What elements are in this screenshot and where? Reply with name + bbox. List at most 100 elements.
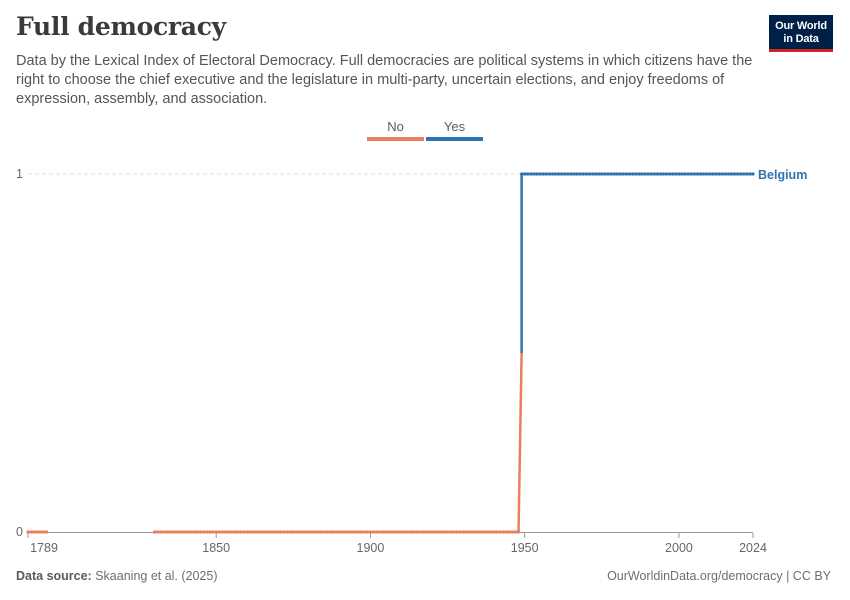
footer-url[interactable]: OurWorldinData.org/democracy | CC BY — [607, 569, 831, 583]
data-point-belgium-1996 — [665, 172, 669, 176]
data-point-belgium-1872 — [282, 530, 286, 534]
data-point-belgium-1972 — [590, 172, 595, 176]
data-source-link[interactable]: Skaaning et al. (2025) — [95, 569, 218, 583]
data-point-belgium-1832 — [159, 530, 163, 534]
data-point-belgium-1844 — [196, 530, 200, 534]
data-point-belgium-1849 — [211, 530, 215, 534]
data-point-belgium-1869 — [273, 530, 277, 534]
data-point-belgium-1885 — [322, 530, 326, 534]
data-point-belgium-1955 — [538, 172, 542, 176]
data-point-belgium-1902 — [375, 530, 379, 534]
data-point-belgium-2001 — [680, 172, 684, 176]
data-point-belgium-1918 — [424, 530, 428, 534]
data-point-belgium-1961 — [557, 172, 561, 176]
data-point-belgium-1913 — [408, 530, 413, 534]
data-point-belgium-1951 — [526, 172, 530, 176]
data-point-belgium-1912 — [405, 530, 410, 534]
data-point-belgium-1931 — [464, 530, 468, 534]
data-point-belgium-1847 — [205, 530, 209, 534]
data-point-belgium-1795 — [44, 530, 49, 534]
data-point-belgium-1966 — [572, 172, 576, 176]
data-point-belgium-1980 — [615, 172, 619, 176]
data-point-belgium-1790 — [29, 530, 33, 534]
data-point-belgium-1851 — [217, 530, 221, 534]
data-source: Data source: Skaaning et al. (2025) — [16, 569, 218, 583]
y-tick-label-1: 1 — [16, 167, 23, 181]
data-point-belgium-2012 — [714, 172, 718, 176]
x-tick-label-1900: 1900 — [357, 541, 385, 555]
data-point-belgium-2008 — [702, 172, 706, 176]
data-point-belgium-1866 — [263, 530, 268, 534]
data-point-belgium-1997 — [668, 172, 672, 176]
transition-no — [517, 352, 523, 533]
data-point-belgium-1990 — [646, 172, 650, 176]
data-point-belgium-1986 — [634, 172, 638, 176]
data-point-belgium-1937 — [482, 530, 487, 534]
data-point-belgium-1943 — [501, 530, 505, 534]
data-point-belgium-2002 — [683, 172, 687, 176]
data-point-belgium-1932 — [467, 530, 471, 534]
data-point-belgium-1965 — [569, 172, 573, 176]
data-point-belgium-2011 — [711, 172, 715, 176]
data-point-belgium-1881 — [310, 530, 314, 534]
data-point-belgium-2020 — [739, 172, 743, 176]
data-point-belgium-1791 — [32, 530, 36, 534]
data-point-belgium-1945 — [507, 530, 511, 534]
data-point-belgium-1920 — [430, 530, 434, 534]
data-point-belgium-1960 — [553, 172, 558, 176]
data-point-belgium-1994 — [658, 172, 663, 176]
data-point-belgium-1833 — [162, 530, 166, 534]
owid-logo[interactable]: Our World in Data — [769, 15, 833, 52]
data-point-belgium-1907 — [390, 530, 394, 534]
legend-label-no: No — [387, 119, 404, 134]
data-point-belgium-1859 — [242, 530, 246, 534]
data-point-belgium-1876 — [294, 530, 299, 534]
data-point-belgium-2016 — [726, 172, 730, 176]
data-point-belgium-1998 — [671, 172, 675, 176]
data-point-belgium-1891 — [341, 530, 345, 534]
data-point-belgium-1840 — [183, 530, 187, 534]
data-point-belgium-1949 — [520, 172, 524, 176]
data-point-belgium-1898 — [362, 530, 366, 534]
data-point-belgium-1971 — [587, 172, 592, 176]
data-point-belgium-1854 — [226, 530, 231, 534]
data-point-belgium-1873 — [285, 530, 289, 534]
data-point-belgium-1886 — [325, 530, 329, 534]
data-point-belgium-1935 — [476, 530, 481, 534]
data-point-belgium-1877 — [297, 530, 302, 534]
data-point-belgium-1974 — [597, 172, 601, 176]
data-point-belgium-1919 — [427, 530, 431, 534]
data-point-belgium-1894 — [350, 530, 354, 534]
chart-legend[interactable]: No Yes — [367, 119, 483, 141]
data-point-belgium-1947 — [513, 530, 518, 534]
data-point-belgium-1989 — [643, 172, 647, 176]
data-point-belgium-1924 — [442, 530, 447, 534]
data-point-belgium-1999 — [674, 172, 678, 176]
data-point-belgium-1987 — [637, 172, 641, 176]
legend-swatch-yes[interactable] — [426, 137, 483, 141]
data-point-belgium-1929 — [458, 530, 462, 534]
data-point-belgium-2018 — [732, 172, 737, 176]
data-point-belgium-1976 — [603, 172, 607, 176]
data-point-belgium-1850 — [214, 530, 218, 534]
data-point-belgium-1950 — [523, 172, 527, 176]
data-point-belgium-1909 — [396, 530, 400, 534]
data-point-belgium-1871 — [279, 530, 283, 534]
data-point-belgium-1936 — [479, 530, 484, 534]
data-point-belgium-1914 — [412, 530, 416, 534]
y-tick-label-0: 0 — [16, 525, 23, 539]
data-point-belgium-1830 — [152, 530, 157, 534]
data-point-belgium-1867 — [267, 530, 271, 534]
data-point-belgium-1970 — [584, 172, 589, 176]
data-point-belgium-1836 — [171, 530, 175, 534]
data-point-belgium-1789 — [26, 530, 30, 534]
x-tick-label-1789: 1789 — [30, 541, 58, 555]
data-point-belgium-2015 — [723, 172, 727, 176]
data-point-belgium-1901 — [371, 530, 376, 534]
series-lines[interactable] — [26, 172, 755, 534]
legend-swatch-no[interactable] — [367, 137, 424, 141]
series-label-belgium: Belgium — [758, 168, 807, 182]
data-point-belgium-1842 — [189, 530, 194, 534]
data-point-belgium-1993 — [655, 172, 659, 176]
chart-axes: 0 1 1789 1850 1900 1950 2000 2024 — [16, 167, 767, 555]
